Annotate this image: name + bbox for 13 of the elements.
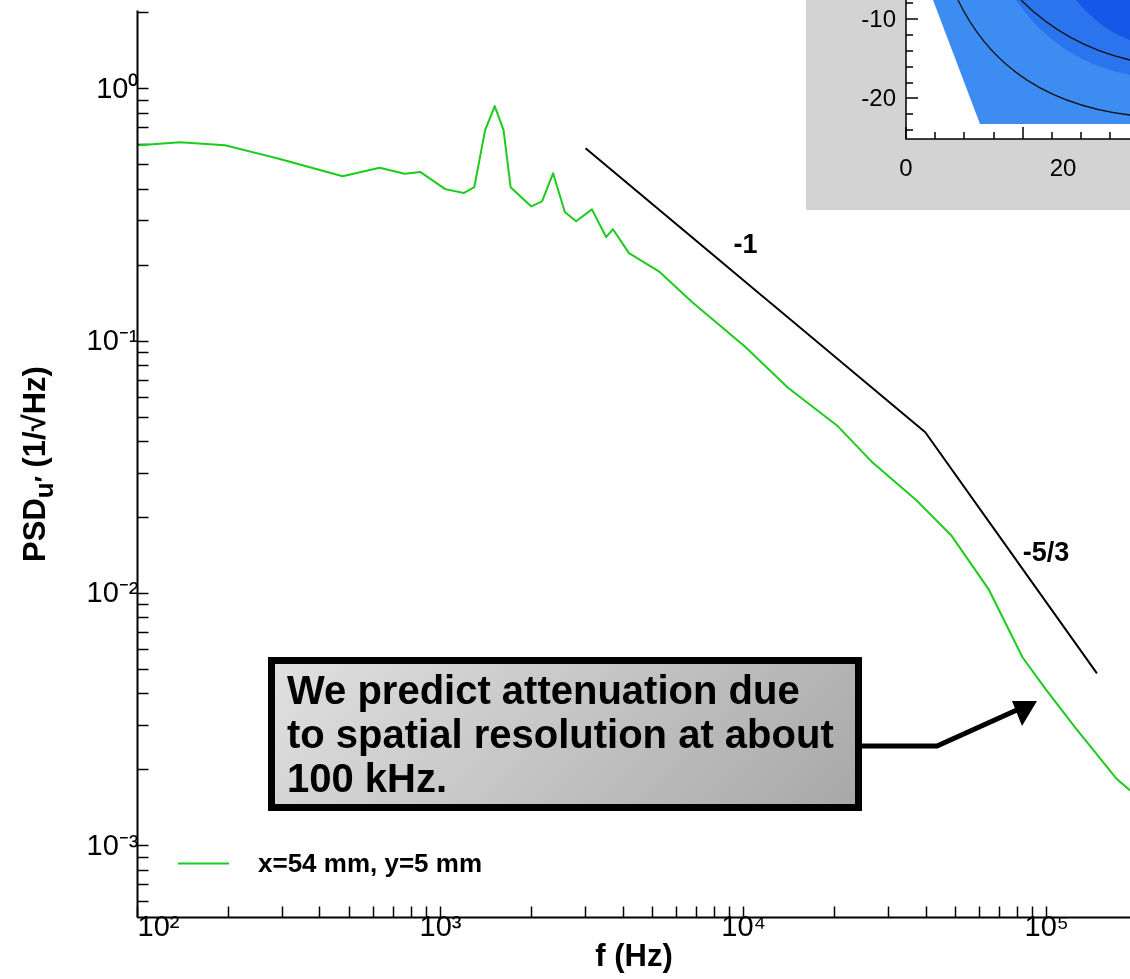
y-tick-label: 10⁻³: [86, 828, 139, 861]
x-axis-title: f (Hz): [595, 937, 673, 973]
annotation: -20: [861, 84, 896, 111]
y-tick-label: 10⁻²: [86, 576, 139, 609]
annotation: -5/3: [1022, 536, 1070, 567]
annotation: -10: [861, 5, 896, 32]
annotation: 20: [1049, 154, 1077, 181]
annotation: 0: [899, 154, 913, 181]
y-tick-label: 10⁰: [96, 71, 139, 104]
legend-label: x=54 mm, y=5 mm: [258, 847, 483, 878]
annotation: -1: [733, 229, 758, 260]
annotation: We predict attenuation due to spatial resolution at about 100 kHz.: [268, 657, 862, 811]
y-tick-label: 10⁻¹: [86, 324, 139, 357]
